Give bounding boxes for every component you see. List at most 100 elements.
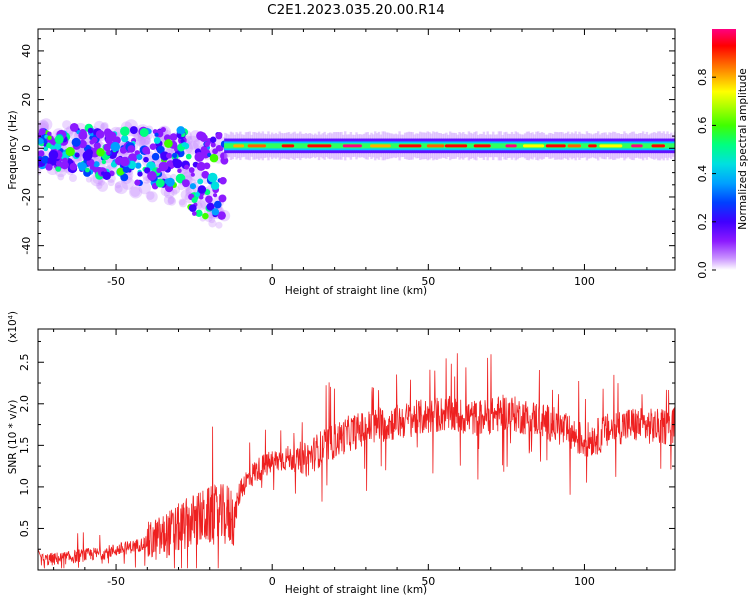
spectrogram-blob [137, 171, 143, 177]
spectrogram-halo [85, 176, 93, 183]
spectrogram-halo [185, 135, 200, 150]
y-tick-label: 1.0 [18, 478, 31, 496]
spectrogram-blob [191, 197, 198, 204]
spectrogram-blob [176, 126, 186, 135]
spectrogram-blob [182, 179, 190, 188]
spectrogram-blob [192, 211, 197, 216]
spectrogram-halo [178, 199, 188, 208]
spectrogram-blob [197, 178, 204, 185]
spectrogram-blob [142, 146, 151, 155]
snr-x-ticks: -50 0 50 100 [53, 329, 648, 588]
spectrogram-blob [46, 142, 52, 149]
colorbar-tick-label: 0.8 [696, 68, 709, 86]
spectrogram-halo [167, 197, 177, 206]
spectrogram-blob [74, 152, 80, 158]
spectrogram-blob [87, 127, 94, 134]
spectrogram-blob [120, 126, 130, 137]
spectrogram-halo [196, 202, 203, 209]
snr-y-label: SNR (10 * v/v) [7, 400, 19, 475]
spectrogram-halo [114, 182, 122, 189]
spectrogram-blob [47, 135, 52, 141]
spectrogram-blob [47, 131, 52, 137]
spectrogram-blob [172, 152, 178, 159]
spectrogram-blob [38, 128, 46, 135]
spectrogram-blob [218, 194, 227, 203]
spectrogram-blob [38, 137, 44, 145]
colorbar-ticks: 0.0 0.2 0.4 0.6 0.8 [696, 68, 716, 279]
spectrogram-blob [143, 167, 151, 174]
spectrogram-blob [195, 191, 201, 197]
spectrogram-blob [85, 167, 90, 173]
spectrogram-blob [204, 141, 210, 148]
snr-frame [37, 328, 676, 571]
spectrogram-blob [220, 152, 228, 160]
spectrogram-blob [121, 134, 129, 143]
spectrogram-blob [213, 200, 222, 209]
spectrogram-halo [208, 219, 217, 228]
spectrogram-blob [38, 150, 45, 157]
spectrogram-halo [137, 132, 151, 146]
spectrogram-blob [110, 141, 121, 152]
spectrogram-halo [107, 179, 115, 187]
spectrogram-frame [37, 28, 676, 271]
spectrogram-blob [135, 162, 142, 169]
spectrogram-blob [151, 152, 160, 161]
spectrogram-blob [45, 163, 53, 171]
spectrogram-blob [169, 133, 178, 141]
spectrogram-blob [119, 156, 130, 167]
spectrogram-blob [205, 195, 213, 204]
spectrogram-blob [197, 185, 207, 194]
spectrogram-blob [93, 161, 100, 168]
spectrogram-blob [177, 133, 182, 138]
spectrogram-blob [180, 138, 185, 144]
spectrogram-blob [54, 142, 62, 150]
spectrogram-marks [38, 118, 675, 229]
colorbar-tick-label: 0.2 [696, 213, 709, 231]
colorbar-tick-label: 0.4 [696, 165, 709, 183]
spectrogram-blob [109, 131, 117, 140]
spectrogram-blob [195, 209, 203, 218]
spectrogram-halo [143, 137, 152, 145]
y-tick-label: 40 [20, 44, 33, 58]
y-tick-label: 0.5 [18, 520, 31, 538]
spectrogram-blob [155, 178, 165, 188]
spectrogram-blob [69, 162, 78, 171]
spectrogram-blob [190, 172, 195, 177]
spectrogram-blob [209, 136, 217, 143]
spectrogram-blob [127, 145, 136, 153]
spectrogram-blob [95, 130, 105, 139]
spectrogram-panel: -50 0 50 100 -40 -20 0 20 40 Height of straight… [7, 28, 676, 297]
spectrogram-halo [195, 200, 207, 211]
spectrogram-blob [210, 142, 216, 148]
spectrogram-blob [122, 165, 130, 173]
spectrogram-blob [129, 126, 138, 134]
spectrogram-halo [57, 173, 65, 181]
spectrogram-y-ticks: -40 -20 0 20 40 [20, 38, 675, 259]
spectrogram-blob [219, 177, 227, 185]
spectrogram-halo [38, 168, 42, 176]
x-tick-label: 100 [574, 275, 595, 288]
spectrogram-blob [136, 153, 143, 161]
spectrogram-blob [116, 167, 125, 176]
x-tick-label: 100 [574, 575, 595, 588]
spectrogram-blob [197, 165, 202, 170]
spectrogram-blob [201, 170, 210, 179]
spectrogram-blob [160, 127, 166, 133]
spectrogram-halo [140, 135, 151, 146]
y-tick-label: 2.5 [18, 353, 31, 371]
spectrogram-blob [156, 145, 165, 154]
snr-panel: -50 0 50 100 0.5 1.0 1.5 2.0 2.5 Height of stra… [7, 311, 676, 596]
spectrogram-blob [139, 128, 149, 137]
y-tick-label: -20 [20, 188, 33, 206]
spectrogram-halo [136, 136, 147, 146]
spectrogram-blob [41, 157, 48, 164]
spectrogram-blob [143, 156, 149, 163]
spectrogram-blob [48, 150, 59, 160]
spectrogram-blob [96, 147, 105, 157]
spectrogram-blob [217, 211, 226, 220]
spectrogram-blob [207, 172, 218, 183]
spectrogram-blob [200, 145, 208, 153]
spectrogram-halo [68, 173, 77, 183]
spectrogram-halo [100, 121, 109, 130]
colorbar-tick-label: 0.0 [696, 261, 709, 279]
